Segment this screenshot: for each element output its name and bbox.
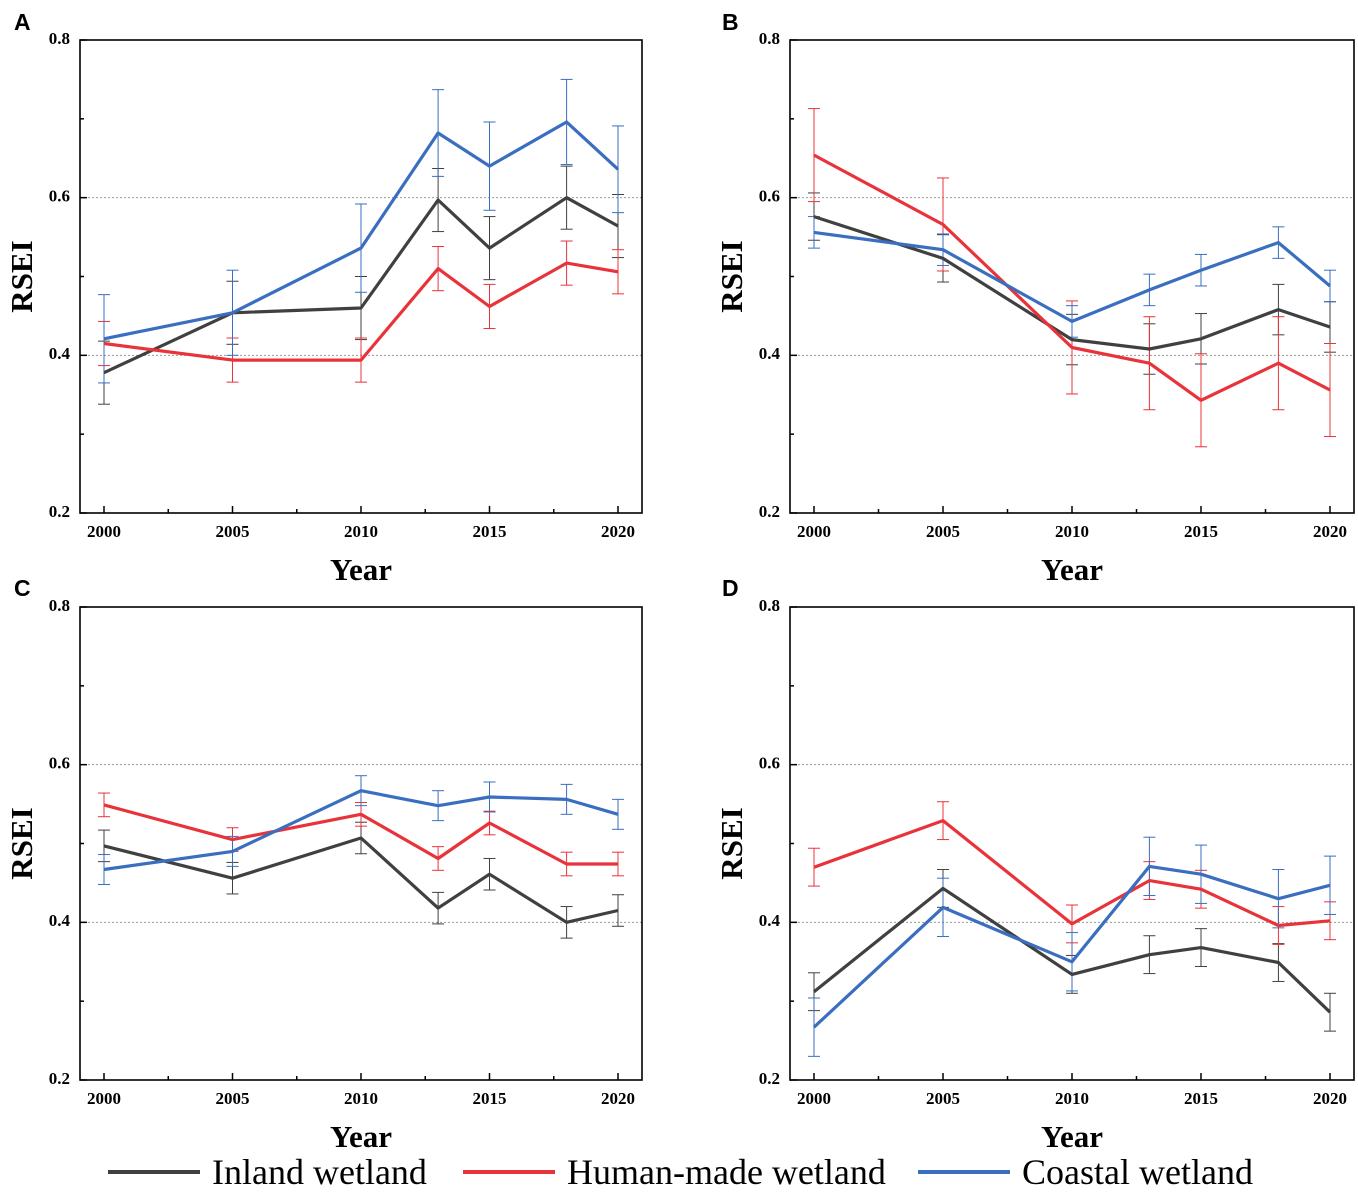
y-axis-label-a: RSEI [4,240,39,312]
series-line-c-human [103,803,618,866]
series-line-b-inland [813,215,1331,351]
x-tick-label-b-3: 2015 [1184,522,1218,541]
legend-line-coastal [918,1170,1010,1174]
series-line-c-coastal [103,789,619,872]
x-tick-label-a-1: 2005 [216,522,250,541]
legend: Inland wetland Human-made wetland Coasta… [0,1150,1358,1194]
legend-label-human-made: Human-made wetland [567,1152,886,1192]
x-tick-label-a-0: 2000 [87,522,121,541]
x-tick-label-d-0: 2000 [797,1089,831,1108]
series-line-b-human [813,153,1331,402]
series-line-c-inland [103,836,619,924]
y-tick-label-b-2: 0.6 [759,187,780,206]
x-tick-label-c-3: 2015 [473,1089,507,1108]
panel-label-d: D [722,575,739,601]
x-axis-label-a: Year [330,552,392,587]
plot-frame-b [789,39,1355,514]
legend-label-inland: Inland wetland [212,1152,427,1192]
y-tick-label-c-0: 0.2 [49,1069,70,1088]
y-tick-label-c-1: 0.4 [49,911,71,930]
series-line-a-human [103,261,619,362]
x-tick-label-c-1: 2005 [216,1089,250,1108]
y-tick-label-a-0: 0.2 [49,502,70,521]
chart-panel-b: B 0.2 0.4 0.6 0.8 2000 2005 2010 2015 2020 Year RSE… [714,9,1355,587]
chart-panel-d: D 0.2 0.4 0.6 0.8 2000 2005 2010 2015 2020 Year RSE… [714,575,1355,1154]
x-tick-label-a-2: 2010 [344,522,378,541]
legend-label-coastal: Coastal wetland [1022,1152,1253,1192]
series-line-d-human [813,818,1331,928]
y-axis-label-d: RSEI [714,807,749,879]
x-tick-label-d-2: 2010 [1055,1089,1089,1108]
legend-item-inland: Inland wetland [108,1150,427,1194]
y-axis-label-c: RSEI [4,807,39,879]
y-tick-label-b-3: 0.8 [759,29,780,48]
y-tick-label-c-2: 0.6 [49,754,70,773]
y-tick-label-c-3: 0.8 [49,596,70,615]
x-axis-label-c: Year [330,1119,392,1154]
plot-frame-d [789,606,1355,1081]
x-axis-label-b: Year [1041,552,1103,587]
x-tick-label-b-4: 2020 [1313,522,1347,541]
x-tick-label-b-1: 2005 [926,522,960,541]
x-tick-label-c-2: 2010 [344,1089,378,1108]
x-tick-label-c-0: 2000 [87,1089,121,1108]
y-tick-label-b-0: 0.2 [759,502,780,521]
x-axis-label-d: Year [1041,1119,1103,1154]
y-tick-label-a-3: 0.8 [49,29,70,48]
y-tick-label-d-3: 0.8 [759,596,780,615]
x-tick-label-d-1: 2005 [926,1089,960,1108]
y-tick-label-d-2: 0.6 [759,754,780,773]
series-line-a-coastal [103,120,620,341]
series-line-d-inland [812,886,1332,1014]
panel-label-b: B [722,9,739,35]
y-tick-label-d-1: 0.4 [759,911,781,930]
chart-panel-c: C 0.2 0.4 0.6 0.8 2000 2005 2010 2015 2020 Year RSE… [4,575,643,1154]
legend-item-coastal: Coastal wetland [918,1150,1253,1194]
chart-panel-a: A 0.2 0.4 0.6 0.8 2000 2005 2010 2015 2020 Year RSE… [4,9,643,587]
y-tick-label-a-2: 0.6 [49,187,70,206]
legend-item-human-made: Human-made wetland [463,1150,886,1194]
y-tick-label-d-0: 0.2 [759,1069,780,1088]
plot-frame-c [79,606,643,1081]
x-tick-label-c-4: 2020 [601,1089,635,1108]
panel-label-a: A [14,9,31,35]
legend-line-inland [108,1170,200,1174]
y-axis-label-b: RSEI [714,240,749,312]
series-line-b-coastal [813,230,1332,323]
x-tick-label-d-3: 2015 [1184,1089,1218,1108]
x-tick-label-b-0: 2000 [797,522,831,541]
x-tick-label-a-4: 2020 [601,522,635,541]
legend-line-human-made [463,1170,555,1174]
panel-label-c: C [14,575,31,601]
x-tick-label-b-2: 2010 [1055,522,1089,541]
x-tick-label-d-4: 2020 [1313,1089,1347,1108]
y-tick-label-a-1: 0.4 [49,344,71,363]
series-line-d-coastal [812,864,1331,1029]
y-tick-label-b-1: 0.4 [759,344,781,363]
plot-frame-a [79,39,643,514]
x-tick-label-a-3: 2015 [473,522,507,541]
